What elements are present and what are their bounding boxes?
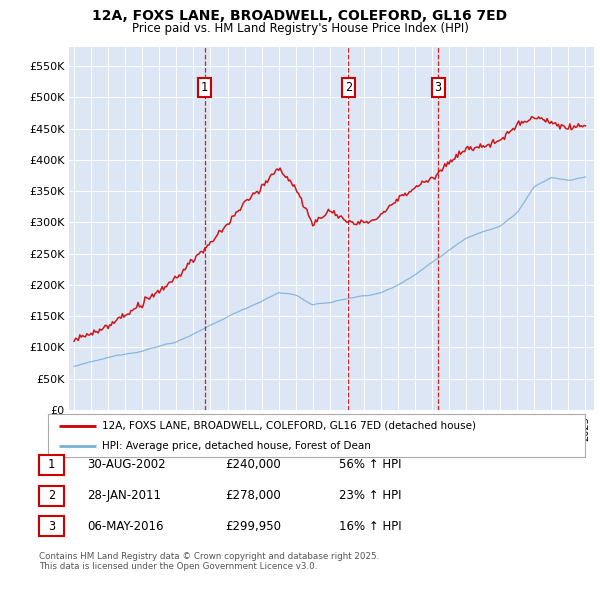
Text: 12A, FOXS LANE, BROADWELL, COLEFORD, GL16 7ED (detached house): 12A, FOXS LANE, BROADWELL, COLEFORD, GL1…	[101, 421, 476, 431]
Text: 1: 1	[201, 81, 208, 94]
Text: £278,000: £278,000	[225, 489, 281, 502]
Text: 12A, FOXS LANE, BROADWELL, COLEFORD, GL16 7ED: 12A, FOXS LANE, BROADWELL, COLEFORD, GL1…	[92, 9, 508, 23]
Text: 30-AUG-2002: 30-AUG-2002	[87, 458, 166, 471]
Text: £240,000: £240,000	[225, 458, 281, 471]
Text: 23% ↑ HPI: 23% ↑ HPI	[339, 489, 401, 502]
Text: 56% ↑ HPI: 56% ↑ HPI	[339, 458, 401, 471]
Text: 16% ↑ HPI: 16% ↑ HPI	[339, 520, 401, 533]
Text: 2: 2	[48, 489, 55, 502]
Text: Contains HM Land Registry data © Crown copyright and database right 2025.
This d: Contains HM Land Registry data © Crown c…	[39, 552, 379, 571]
Text: 3: 3	[434, 81, 442, 94]
Text: 3: 3	[48, 520, 55, 533]
Text: 06-MAY-2016: 06-MAY-2016	[87, 520, 163, 533]
Text: £299,950: £299,950	[225, 520, 281, 533]
Text: Price paid vs. HM Land Registry's House Price Index (HPI): Price paid vs. HM Land Registry's House …	[131, 22, 469, 35]
Text: 1: 1	[48, 458, 55, 471]
Text: 28-JAN-2011: 28-JAN-2011	[87, 489, 161, 502]
Text: 2: 2	[344, 81, 352, 94]
Text: HPI: Average price, detached house, Forest of Dean: HPI: Average price, detached house, Fore…	[101, 441, 371, 451]
